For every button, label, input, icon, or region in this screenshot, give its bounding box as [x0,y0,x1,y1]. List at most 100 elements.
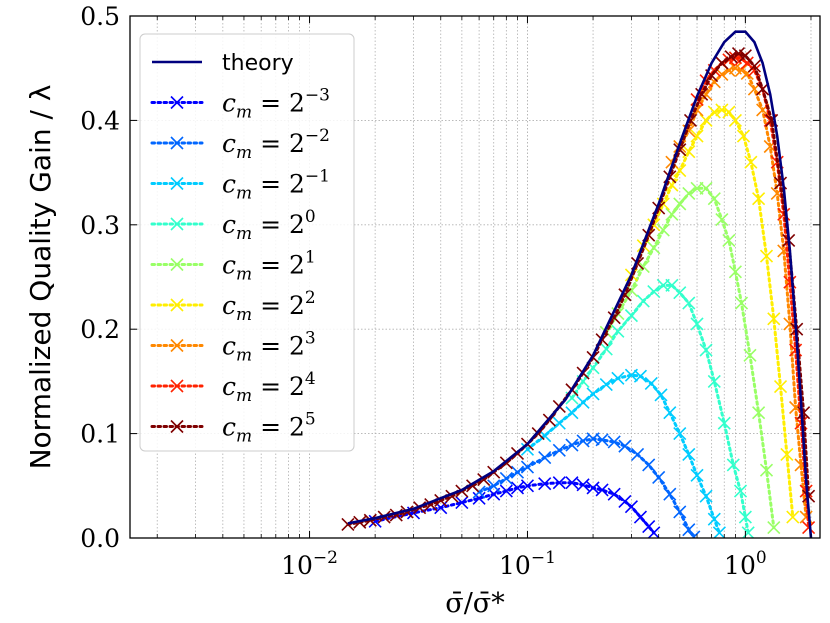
series-marker [690,468,704,482]
series-marker [576,395,590,409]
series-marker [699,87,713,101]
series-marker [633,369,648,383]
series-marker [611,324,625,338]
series-marker [595,433,609,447]
series-marker [618,439,632,453]
series-marker [741,526,755,538]
legend: theory cm = 2−3cm = 2−2 cm = 2−1cm = 20 cm … [139,33,355,452]
series-marker [341,517,355,531]
legend-label: cm = 21 [222,248,316,285]
series-marker [690,317,704,331]
series-marker [673,505,687,519]
y-tick-label: 0.1 [80,420,120,449]
legend-label: cm = 2−1 [222,167,330,204]
series-marker [699,343,713,357]
series-marker [565,476,579,490]
series-marker [647,526,661,538]
series-marker [786,510,800,524]
series-marker [510,465,525,479]
legend-theory-label: theory [222,51,294,76]
series-marker [624,500,639,514]
series-marker [520,442,535,456]
y-tick-label: 0.3 [80,211,120,240]
legend-swatch-marker [170,338,184,353]
series-marker [647,241,661,255]
series-marker [673,286,687,300]
series-marker [673,427,687,441]
series-marker [802,520,816,535]
series-marker [699,181,713,195]
legend-swatch-marker [170,217,184,231]
series-marker [722,233,736,248]
axes-frame [129,15,821,539]
series-marker [690,129,704,143]
series-marker [797,406,811,420]
x-tick-label: 10−2 [281,548,338,580]
y-tick-label: 0.4 [80,106,120,135]
series-marker [752,406,766,420]
series-marker [538,451,552,465]
series-marker [682,296,696,310]
series-marker [715,213,729,227]
series-marker [630,447,645,462]
series-2 [520,368,726,538]
series-marker [565,406,579,420]
series-marker [455,495,469,510]
series-marker [611,371,625,385]
series-marker [552,416,566,430]
series-marker [715,56,729,70]
series-marker [743,348,757,362]
series-marker [633,510,648,524]
series-marker [728,113,742,127]
x-tick-label: 10−1 [499,548,556,580]
series-marker [499,484,513,498]
y-axis-label: Normalized Quality Gain / λ [24,85,57,470]
series-marker [510,481,525,495]
series-marker [738,49,752,63]
series-marker [499,471,513,486]
series-marker [767,520,781,535]
series-marker [767,312,781,326]
series-marker [642,458,656,472]
series-marker [717,416,731,430]
series-marker [712,526,726,538]
y-tick-label: 0.2 [80,315,120,344]
series-marker [647,285,661,299]
series-marker [734,296,749,310]
x-tick-label: 100 [724,548,767,580]
series-marker [663,406,677,420]
series-marker [673,197,687,211]
series-marker [576,478,590,492]
series-marker [472,491,486,505]
series-marker [599,377,613,392]
series-marker [665,207,679,221]
tick-labels: 10−2 10−1 100 0.0 0.1 0.2 0.3 0.4 0.5 [80,2,766,580]
series-marker [400,505,414,519]
theory-line [347,30,813,538]
y-tick-label: 0.5 [80,2,120,31]
series-marker [682,523,696,537]
series-marker [759,249,774,263]
series-marker [652,470,666,485]
series-marker [715,67,729,82]
series-marker [747,59,761,73]
series-0 [368,476,661,538]
series-marker [728,265,742,279]
series-marker [487,479,501,493]
series-marker [576,434,590,448]
series-marker [707,512,721,526]
x-axis-label: σ̄/σ̄* [445,588,505,619]
series-marker [656,223,670,237]
legend-swatch-marker [170,419,184,434]
series-marker [618,494,632,509]
series-marker [644,376,658,391]
legend-swatch-marker [170,136,184,150]
series-marker [744,155,758,169]
series-marker [707,192,721,206]
series-marker [780,447,794,462]
series-marker [759,463,774,477]
series-marker [586,387,600,401]
series-marker [565,438,579,452]
series-marker [607,435,621,449]
